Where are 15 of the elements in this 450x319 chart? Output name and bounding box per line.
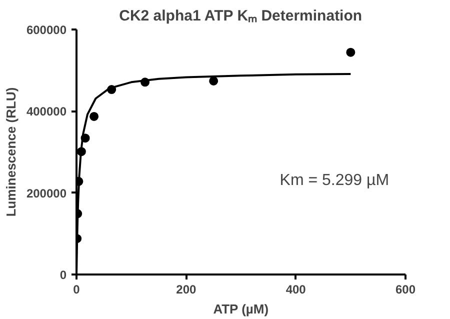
annotation: Km = 5.299 µM (280, 172, 390, 189)
y-axis-title: Luminescence (RLU) (3, 87, 18, 217)
point (209, 76, 218, 86)
x-tick-label: 600 (395, 282, 416, 296)
chart-title: CK2 alpha1 ATP Kₘ Determination (119, 8, 362, 24)
y-tick-label: 0 (60, 268, 67, 282)
y-tick-label: 200000 (26, 186, 67, 200)
point (90, 112, 99, 121)
y-tick-label: 400000 (26, 104, 67, 119)
x-tick-label: 200 (176, 282, 197, 296)
x-tick-label: 0 (73, 282, 80, 296)
point (346, 48, 356, 57)
y-tick-label: 600000 (26, 23, 67, 37)
x-tick-label: 400 (286, 282, 306, 296)
x-axis-title: ATP (µM) (213, 302, 269, 316)
